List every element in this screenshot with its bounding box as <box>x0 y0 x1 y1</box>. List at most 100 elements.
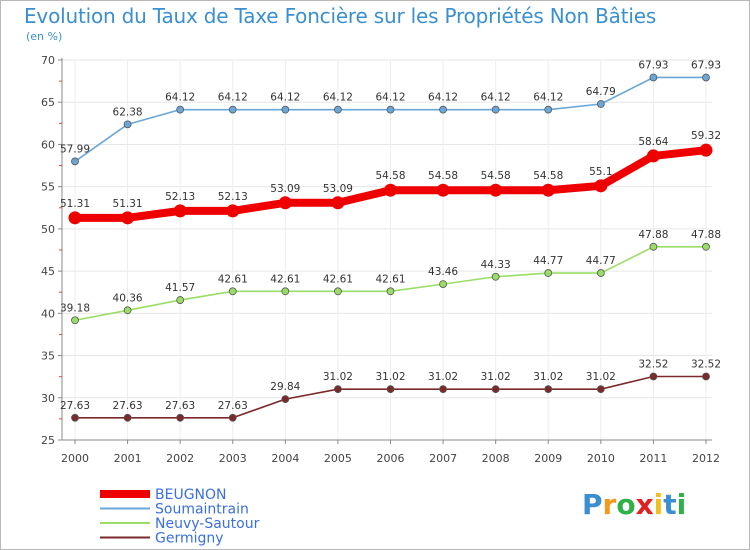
logo-letter: o <box>616 488 636 521</box>
data-label-neuvy-sautour-2000: 39.18 <box>60 302 90 314</box>
x-tick-label-2006: 2006 <box>377 452 405 465</box>
data-label-beugnon-2011: 58.64 <box>638 136 668 148</box>
logo-letter: r <box>602 488 617 521</box>
point-neuvy-sautour-2009 <box>544 269 553 277</box>
x-tick-label-2011: 2011 <box>639 452 667 465</box>
point-beugnon-2005 <box>331 196 345 210</box>
point-germigny-2008 <box>491 385 500 394</box>
point-beugnon-2001 <box>121 211 135 225</box>
point-neuvy-sautour-2000 <box>71 316 79 325</box>
x-tick-label-2000: 2000 <box>61 452 89 465</box>
point-neuvy-sautour-2006 <box>386 287 395 296</box>
proxiti-logo: Proxiti <box>582 488 686 521</box>
point-germigny-2006 <box>386 385 395 394</box>
y-tick-label-30: 30 <box>41 392 55 405</box>
data-label-beugnon-2010: 55.1 <box>589 166 612 178</box>
data-label-beugnon-2000: 51.31 <box>60 198 90 210</box>
point-soumaintrain-2007 <box>439 105 447 114</box>
logo-letter: x <box>635 488 654 521</box>
data-label-beugnon-2008: 54.58 <box>481 170 511 182</box>
point-neuvy-sautour-2012 <box>702 242 710 251</box>
point-germigny-2005 <box>334 385 342 394</box>
data-label-soumaintrain-2003: 64.12 <box>218 92 248 104</box>
point-neuvy-sautour-2005 <box>334 287 342 296</box>
data-label-soumaintrain-2004: 64.12 <box>270 92 300 104</box>
series-neuvy-sautour: 39.18 40.36 41.57 42.61 42.61 42.61 42.61 43.46… <box>60 229 721 325</box>
data-label-neuvy-sautour-2005: 42.61 <box>323 273 353 285</box>
point-beugnon-2010 <box>594 179 608 193</box>
point-neuvy-sautour-2003 <box>228 287 237 296</box>
data-label-germigny-2003: 27.63 <box>218 400 248 412</box>
data-label-neuvy-sautour-2008: 44.33 <box>481 259 511 271</box>
data-label-soumaintrain-2012: 67.93 <box>691 59 721 71</box>
point-beugnon-2004 <box>278 196 292 210</box>
data-label-beugnon-2003: 52.13 <box>218 191 248 203</box>
point-neuvy-sautour-2011 <box>649 242 658 251</box>
point-soumaintrain-2005 <box>334 105 342 114</box>
point-neuvy-sautour-2004 <box>281 287 290 296</box>
data-label-neuvy-sautour-2007: 43.46 <box>428 266 458 278</box>
data-label-neuvy-sautour-2006: 42.61 <box>375 273 405 285</box>
x-tick-label-2002: 2002 <box>166 452 194 465</box>
x-tick-label-2012: 2012 <box>692 452 720 465</box>
y-tick-label-65: 65 <box>41 96 55 109</box>
data-label-neuvy-sautour-2010: 44.77 <box>586 255 616 267</box>
data-label-germigny-2012: 32.52 <box>691 358 721 370</box>
point-beugnon-2003 <box>226 204 240 218</box>
axes: 25 30 35 40 45 50 55 60 65 70 2000 2001 2002 2003 2004… <box>41 54 720 465</box>
y-axis-unit-label: (en %) <box>26 30 63 43</box>
point-soumaintrain-2011 <box>649 73 658 82</box>
x-tick-label-2008: 2008 <box>482 452 510 465</box>
data-label-germigny-2009: 31.02 <box>533 371 563 383</box>
point-germigny-2009 <box>544 385 553 394</box>
data-label-beugnon-2001: 51.31 <box>113 198 143 210</box>
x-tick-label-2007: 2007 <box>429 452 457 465</box>
data-label-neuvy-sautour-2004: 42.61 <box>270 273 300 285</box>
series-beugnon: 51.31 51.31 52.13 52.13 53.09 53.09 54.58 54.58… <box>60 130 721 225</box>
data-label-beugnon-2012: 59.32 <box>691 130 721 142</box>
data-label-neuvy-sautour-2009: 44.77 <box>533 255 563 267</box>
point-soumaintrain-2010 <box>596 100 605 108</box>
data-label-soumaintrain-2009: 64.12 <box>533 92 563 104</box>
data-label-beugnon-2005: 53.09 <box>323 183 353 195</box>
data-label-germigny-2005: 31.02 <box>323 371 353 383</box>
data-label-beugnon-2006: 54.58 <box>375 170 405 182</box>
x-tick-label-2005: 2005 <box>324 452 352 465</box>
data-label-soumaintrain-2001: 62.38 <box>113 106 143 118</box>
point-germigny-2007 <box>439 385 447 394</box>
point-soumaintrain-2000 <box>71 157 79 166</box>
data-label-germigny-2006: 31.02 <box>375 371 405 383</box>
data-label-neuvy-sautour-2002: 41.57 <box>165 282 195 294</box>
point-beugnon-2006 <box>384 183 397 197</box>
point-beugnon-2012 <box>699 143 713 157</box>
point-germigny-2001 <box>123 413 132 422</box>
logo-letter: i <box>653 488 664 521</box>
point-neuvy-sautour-2002 <box>176 296 185 304</box>
point-soumaintrain-2006 <box>386 105 395 114</box>
legend-label-germigny: Germigny <box>155 531 224 547</box>
point-soumaintrain-2002 <box>176 105 185 114</box>
data-label-germigny-2011: 32.52 <box>638 358 668 370</box>
data-label-germigny-2004: 29.84 <box>270 381 300 393</box>
x-tick-label-2001: 2001 <box>114 452 142 465</box>
legend-label-beugnon: BEUGNON <box>155 487 227 503</box>
point-germigny-2003 <box>228 413 237 422</box>
data-label-germigny-2000: 27.63 <box>60 400 90 412</box>
data-label-germigny-2007: 31.02 <box>428 371 458 383</box>
data-label-soumaintrain-2000: 57.99 <box>60 143 90 155</box>
data-label-soumaintrain-2010: 64.79 <box>586 86 616 98</box>
point-germigny-2002 <box>176 413 185 422</box>
logo-letter: P <box>582 488 603 521</box>
data-label-soumaintrain-2007: 64.12 <box>428 92 458 104</box>
series-lines: 57.99 62.38 64.12 64.12 64.12 64.12 64.12 64.12… <box>60 59 721 422</box>
data-label-neuvy-sautour-2001: 40.36 <box>113 292 143 304</box>
y-tick-label-45: 45 <box>41 265 55 278</box>
data-label-soumaintrain-2002: 64.12 <box>165 92 195 104</box>
data-label-germigny-2010: 31.02 <box>586 371 616 383</box>
data-label-neuvy-sautour-2012: 47.88 <box>691 229 721 241</box>
point-soumaintrain-2012 <box>702 73 710 82</box>
point-beugnon-2000 <box>68 211 82 225</box>
y-tick-label-50: 50 <box>41 223 55 236</box>
